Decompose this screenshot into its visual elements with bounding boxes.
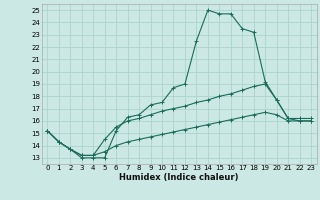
X-axis label: Humidex (Indice chaleur): Humidex (Indice chaleur) [119, 173, 239, 182]
